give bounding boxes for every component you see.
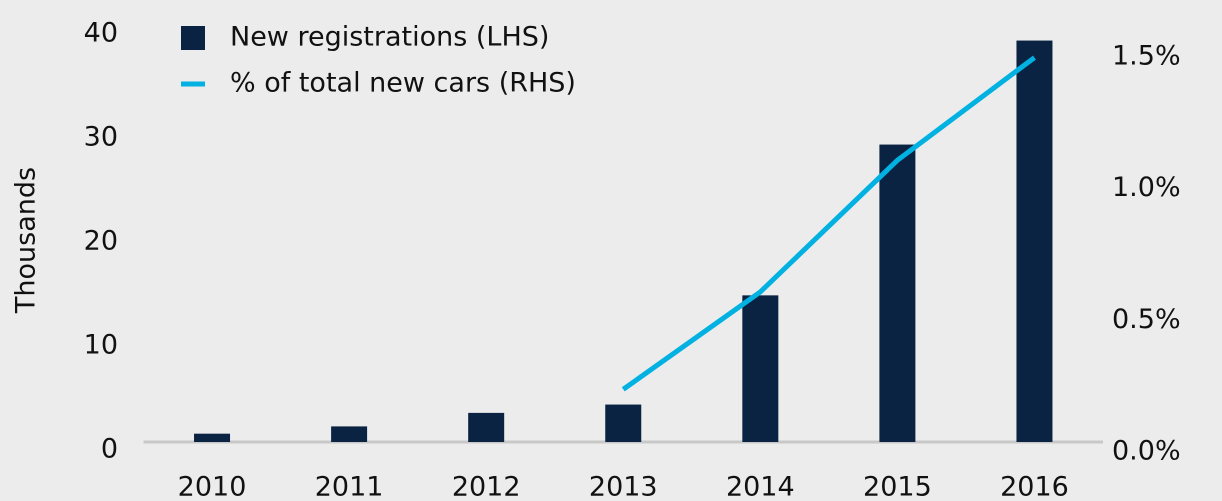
bar xyxy=(468,412,505,442)
bar xyxy=(1016,40,1053,443)
x-tick-label: 2010 xyxy=(178,472,247,501)
y-tick-label: 0 xyxy=(101,434,118,465)
bar xyxy=(194,433,231,442)
legend-label: % of total new cars (RHS) xyxy=(230,68,576,99)
x-tick-label: 2016 xyxy=(1000,472,1069,501)
y-tick-label: 10 xyxy=(84,330,118,361)
y2-tick-label: 1.5% xyxy=(1112,41,1181,72)
y-tick-label: 40 xyxy=(84,18,118,49)
bar xyxy=(331,426,368,442)
legend-label: New registrations (LHS) xyxy=(230,22,549,53)
y2-tick-label: 0.5% xyxy=(1112,304,1181,335)
x-tick-label: 2012 xyxy=(452,472,521,501)
x-tick-label: 2015 xyxy=(863,472,932,501)
x-tick-label: 2014 xyxy=(726,472,795,501)
bar xyxy=(605,404,642,442)
bar xyxy=(879,144,916,442)
x-tick-label: 2011 xyxy=(315,472,384,501)
y-tick-label: 20 xyxy=(84,226,118,257)
line xyxy=(621,55,1036,392)
y-axis-label: Thousands xyxy=(11,167,42,314)
y-tick-label: 30 xyxy=(84,122,118,153)
x-tick-label: 2013 xyxy=(589,472,658,501)
legend-swatch xyxy=(181,26,205,50)
y2-tick-label: 0.0% xyxy=(1112,436,1181,467)
bar xyxy=(742,295,779,442)
y2-tick-label: 1.0% xyxy=(1112,172,1181,203)
